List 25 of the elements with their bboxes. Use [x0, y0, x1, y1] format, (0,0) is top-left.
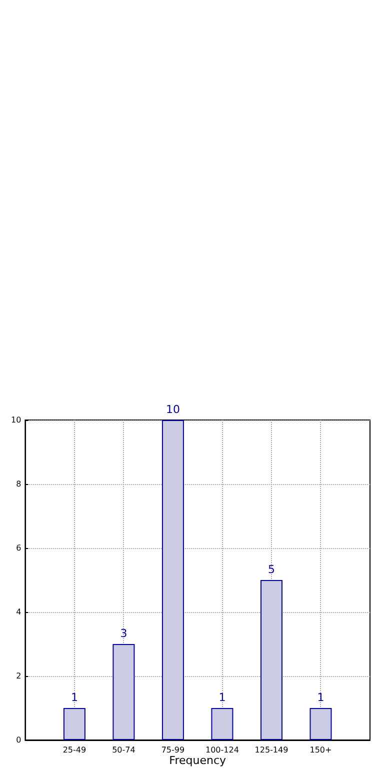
y-tick-label: 4 — [16, 608, 22, 616]
x-tick-label: 50-74 — [112, 746, 136, 754]
bar — [112, 644, 135, 740]
x-tick-label: 100-124 — [206, 746, 239, 754]
y-tick-label: 0 — [16, 736, 22, 744]
x-tick-label: 125-149 — [254, 746, 288, 754]
y-tick-label: 10 — [10, 416, 22, 424]
y-tick-label: 6 — [16, 544, 22, 552]
bar — [211, 708, 234, 740]
data-label: 10 — [166, 403, 180, 416]
data-label: 5 — [268, 563, 275, 576]
data-label: 3 — [120, 627, 128, 640]
x-tick-label: 25-49 — [62, 746, 86, 754]
bar — [310, 708, 332, 740]
y-tick-label: 8 — [16, 480, 22, 488]
data-label: 1 — [218, 691, 226, 704]
bar — [260, 580, 282, 740]
bar — [162, 420, 184, 740]
y-tick-label: 2 — [16, 672, 22, 680]
x-axis-title: Frequency — [169, 754, 226, 767]
data-label: 1 — [70, 691, 78, 704]
x-tick-label: 75-99 — [161, 746, 185, 754]
x-tick-label: 150+ — [310, 746, 332, 754]
data-label: 1 — [317, 691, 324, 704]
bar — [63, 708, 86, 740]
